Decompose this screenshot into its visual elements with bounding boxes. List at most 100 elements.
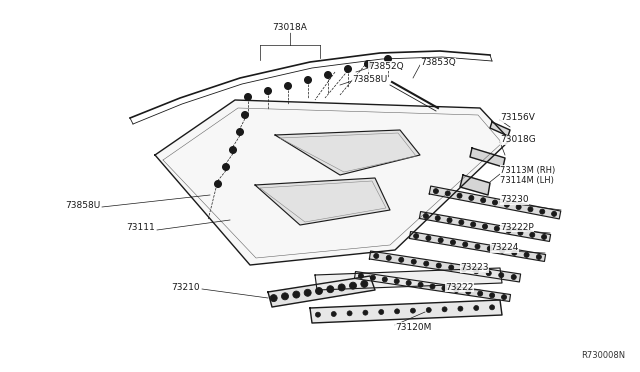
Circle shape xyxy=(214,180,221,187)
Circle shape xyxy=(442,307,447,312)
Circle shape xyxy=(438,238,443,243)
Circle shape xyxy=(410,308,415,313)
Polygon shape xyxy=(490,122,510,136)
Circle shape xyxy=(487,246,492,251)
Circle shape xyxy=(435,216,440,221)
Circle shape xyxy=(552,211,557,217)
Circle shape xyxy=(524,252,529,257)
Circle shape xyxy=(361,280,368,288)
Circle shape xyxy=(270,295,277,302)
Circle shape xyxy=(483,224,488,229)
Circle shape xyxy=(540,209,545,214)
Circle shape xyxy=(528,207,533,212)
Circle shape xyxy=(379,310,384,314)
Text: 73018A: 73018A xyxy=(273,23,307,32)
Circle shape xyxy=(264,87,271,94)
Circle shape xyxy=(424,261,429,266)
Circle shape xyxy=(382,277,387,282)
Circle shape xyxy=(363,310,368,315)
Circle shape xyxy=(406,280,411,285)
Circle shape xyxy=(518,230,523,235)
Text: 73230: 73230 xyxy=(500,196,529,205)
Circle shape xyxy=(365,61,371,67)
Circle shape xyxy=(454,288,459,292)
Text: 73858U: 73858U xyxy=(65,201,100,209)
Circle shape xyxy=(418,282,423,287)
Circle shape xyxy=(244,93,252,100)
Circle shape xyxy=(541,234,547,240)
Circle shape xyxy=(493,200,497,205)
Circle shape xyxy=(504,202,509,207)
Text: 73222: 73222 xyxy=(445,282,474,292)
Circle shape xyxy=(449,265,454,270)
Circle shape xyxy=(511,275,516,279)
Circle shape xyxy=(385,55,392,62)
Circle shape xyxy=(223,164,230,170)
Circle shape xyxy=(512,250,517,255)
Circle shape xyxy=(506,228,511,233)
Circle shape xyxy=(470,222,476,227)
Circle shape xyxy=(430,284,435,289)
Circle shape xyxy=(237,128,243,135)
Polygon shape xyxy=(470,148,505,167)
Circle shape xyxy=(304,289,311,296)
Circle shape xyxy=(500,248,504,253)
Text: 73120M: 73120M xyxy=(395,323,431,331)
Circle shape xyxy=(457,193,462,198)
Text: 73156V: 73156V xyxy=(500,113,535,122)
Circle shape xyxy=(344,65,351,73)
Circle shape xyxy=(459,220,464,225)
Circle shape xyxy=(494,226,499,231)
Text: R730008N: R730008N xyxy=(581,351,625,360)
Polygon shape xyxy=(429,186,561,219)
Polygon shape xyxy=(355,272,511,301)
Polygon shape xyxy=(419,212,550,241)
Text: 73222P: 73222P xyxy=(500,222,534,231)
Circle shape xyxy=(332,311,336,317)
Polygon shape xyxy=(155,100,510,265)
Circle shape xyxy=(305,77,312,83)
Circle shape xyxy=(394,279,399,284)
Text: 73111: 73111 xyxy=(126,224,155,232)
Polygon shape xyxy=(315,268,502,290)
Circle shape xyxy=(481,198,486,203)
Circle shape xyxy=(347,311,352,316)
Circle shape xyxy=(475,244,480,249)
Text: 73210: 73210 xyxy=(172,282,200,292)
Circle shape xyxy=(490,293,495,298)
Circle shape xyxy=(426,235,431,241)
Circle shape xyxy=(486,271,492,276)
Circle shape xyxy=(499,273,504,278)
Circle shape xyxy=(445,191,450,196)
Polygon shape xyxy=(268,276,375,307)
Circle shape xyxy=(516,205,521,209)
Circle shape xyxy=(447,218,452,223)
Circle shape xyxy=(436,263,441,268)
Circle shape xyxy=(241,112,248,119)
Circle shape xyxy=(536,254,541,259)
Polygon shape xyxy=(410,231,545,262)
Circle shape xyxy=(324,71,332,78)
Circle shape xyxy=(358,273,364,278)
Circle shape xyxy=(399,257,404,262)
Circle shape xyxy=(371,275,376,280)
Circle shape xyxy=(466,289,471,294)
Circle shape xyxy=(490,305,495,310)
Circle shape xyxy=(282,293,289,300)
Circle shape xyxy=(426,308,431,312)
Circle shape xyxy=(530,232,535,237)
Circle shape xyxy=(338,284,345,291)
Circle shape xyxy=(412,259,416,264)
Text: 73853Q: 73853Q xyxy=(420,58,456,67)
Circle shape xyxy=(424,214,428,218)
Circle shape xyxy=(316,312,321,317)
Polygon shape xyxy=(369,251,520,282)
Circle shape xyxy=(293,291,300,298)
Polygon shape xyxy=(310,300,502,323)
Circle shape xyxy=(469,195,474,201)
Circle shape xyxy=(502,295,506,299)
Circle shape xyxy=(474,269,479,274)
Circle shape xyxy=(374,253,379,259)
Circle shape xyxy=(395,309,399,314)
Circle shape xyxy=(451,240,456,245)
